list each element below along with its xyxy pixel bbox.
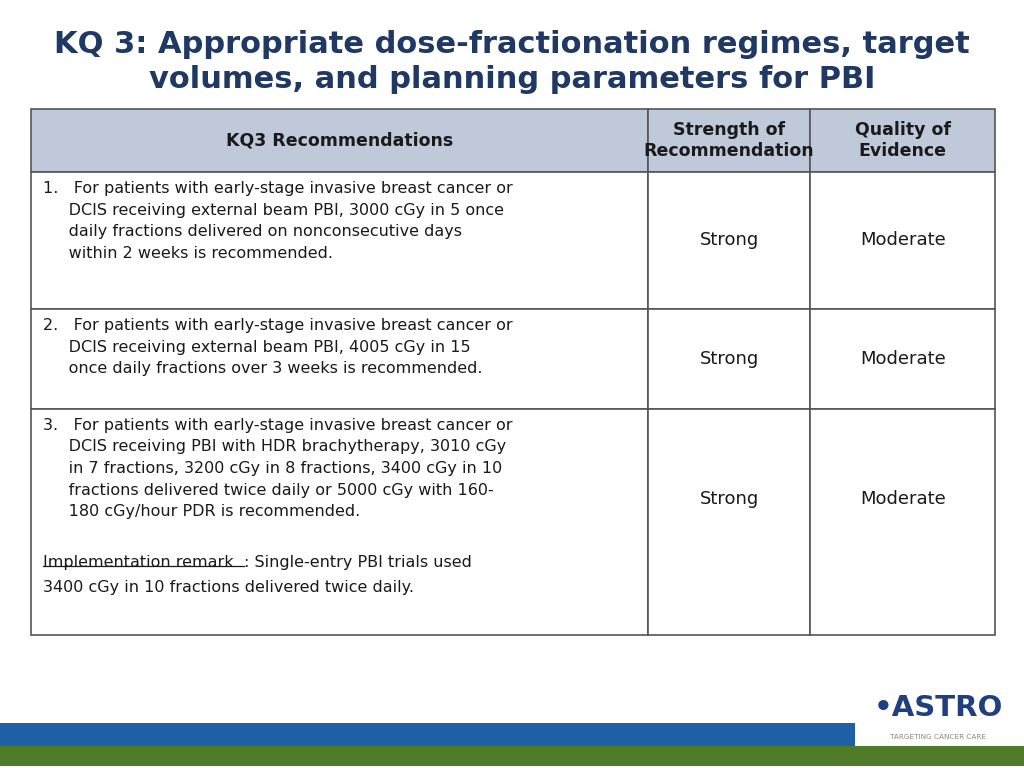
Text: 2.   For patients with early-stage invasive breast cancer or
     DCIS receiving: 2. For patients with early-stage invasiv… (43, 318, 513, 376)
Text: KQ3 Recommendations: KQ3 Recommendations (225, 131, 453, 150)
Text: •ASTRO: •ASTRO (873, 694, 1002, 722)
Text: : Single-entry PBI trials used: : Single-entry PBI trials used (245, 555, 472, 571)
Polygon shape (31, 109, 648, 172)
Text: Strength of
Recommendation: Strength of Recommendation (644, 121, 814, 160)
Text: Strong: Strong (699, 490, 759, 508)
Polygon shape (810, 309, 995, 409)
Polygon shape (0, 723, 855, 746)
Text: volumes, and planning parameters for PBI: volumes, and planning parameters for PBI (148, 65, 876, 94)
Polygon shape (31, 409, 648, 635)
Text: 1.   For patients with early-stage invasive breast cancer or
     DCIS receiving: 1. For patients with early-stage invasiv… (43, 181, 513, 261)
Text: Strong: Strong (699, 349, 759, 368)
Polygon shape (31, 309, 648, 409)
Text: 3.   For patients with early-stage invasive breast cancer or
     DCIS receiving: 3. For patients with early-stage invasiv… (43, 418, 512, 519)
Text: Quality of
Evidence: Quality of Evidence (855, 121, 950, 160)
Polygon shape (31, 172, 648, 309)
Polygon shape (810, 109, 995, 172)
Text: Strong: Strong (699, 231, 759, 250)
Polygon shape (648, 309, 810, 409)
Polygon shape (0, 746, 1024, 766)
Text: Moderate: Moderate (860, 349, 945, 368)
Text: Moderate: Moderate (860, 490, 945, 508)
Polygon shape (648, 172, 810, 309)
Text: KQ 3: Appropriate dose-fractionation regimes, target: KQ 3: Appropriate dose-fractionation reg… (54, 30, 970, 59)
Polygon shape (810, 409, 995, 635)
Text: 3400 cGy in 10 fractions delivered twice daily.: 3400 cGy in 10 fractions delivered twice… (43, 580, 414, 595)
Text: Implementation remark: Implementation remark (43, 555, 233, 571)
Polygon shape (810, 172, 995, 309)
Polygon shape (648, 109, 810, 172)
Text: Moderate: Moderate (860, 231, 945, 250)
Text: TARGETING CANCER CARE: TARGETING CANCER CARE (890, 734, 986, 740)
Polygon shape (648, 409, 810, 635)
